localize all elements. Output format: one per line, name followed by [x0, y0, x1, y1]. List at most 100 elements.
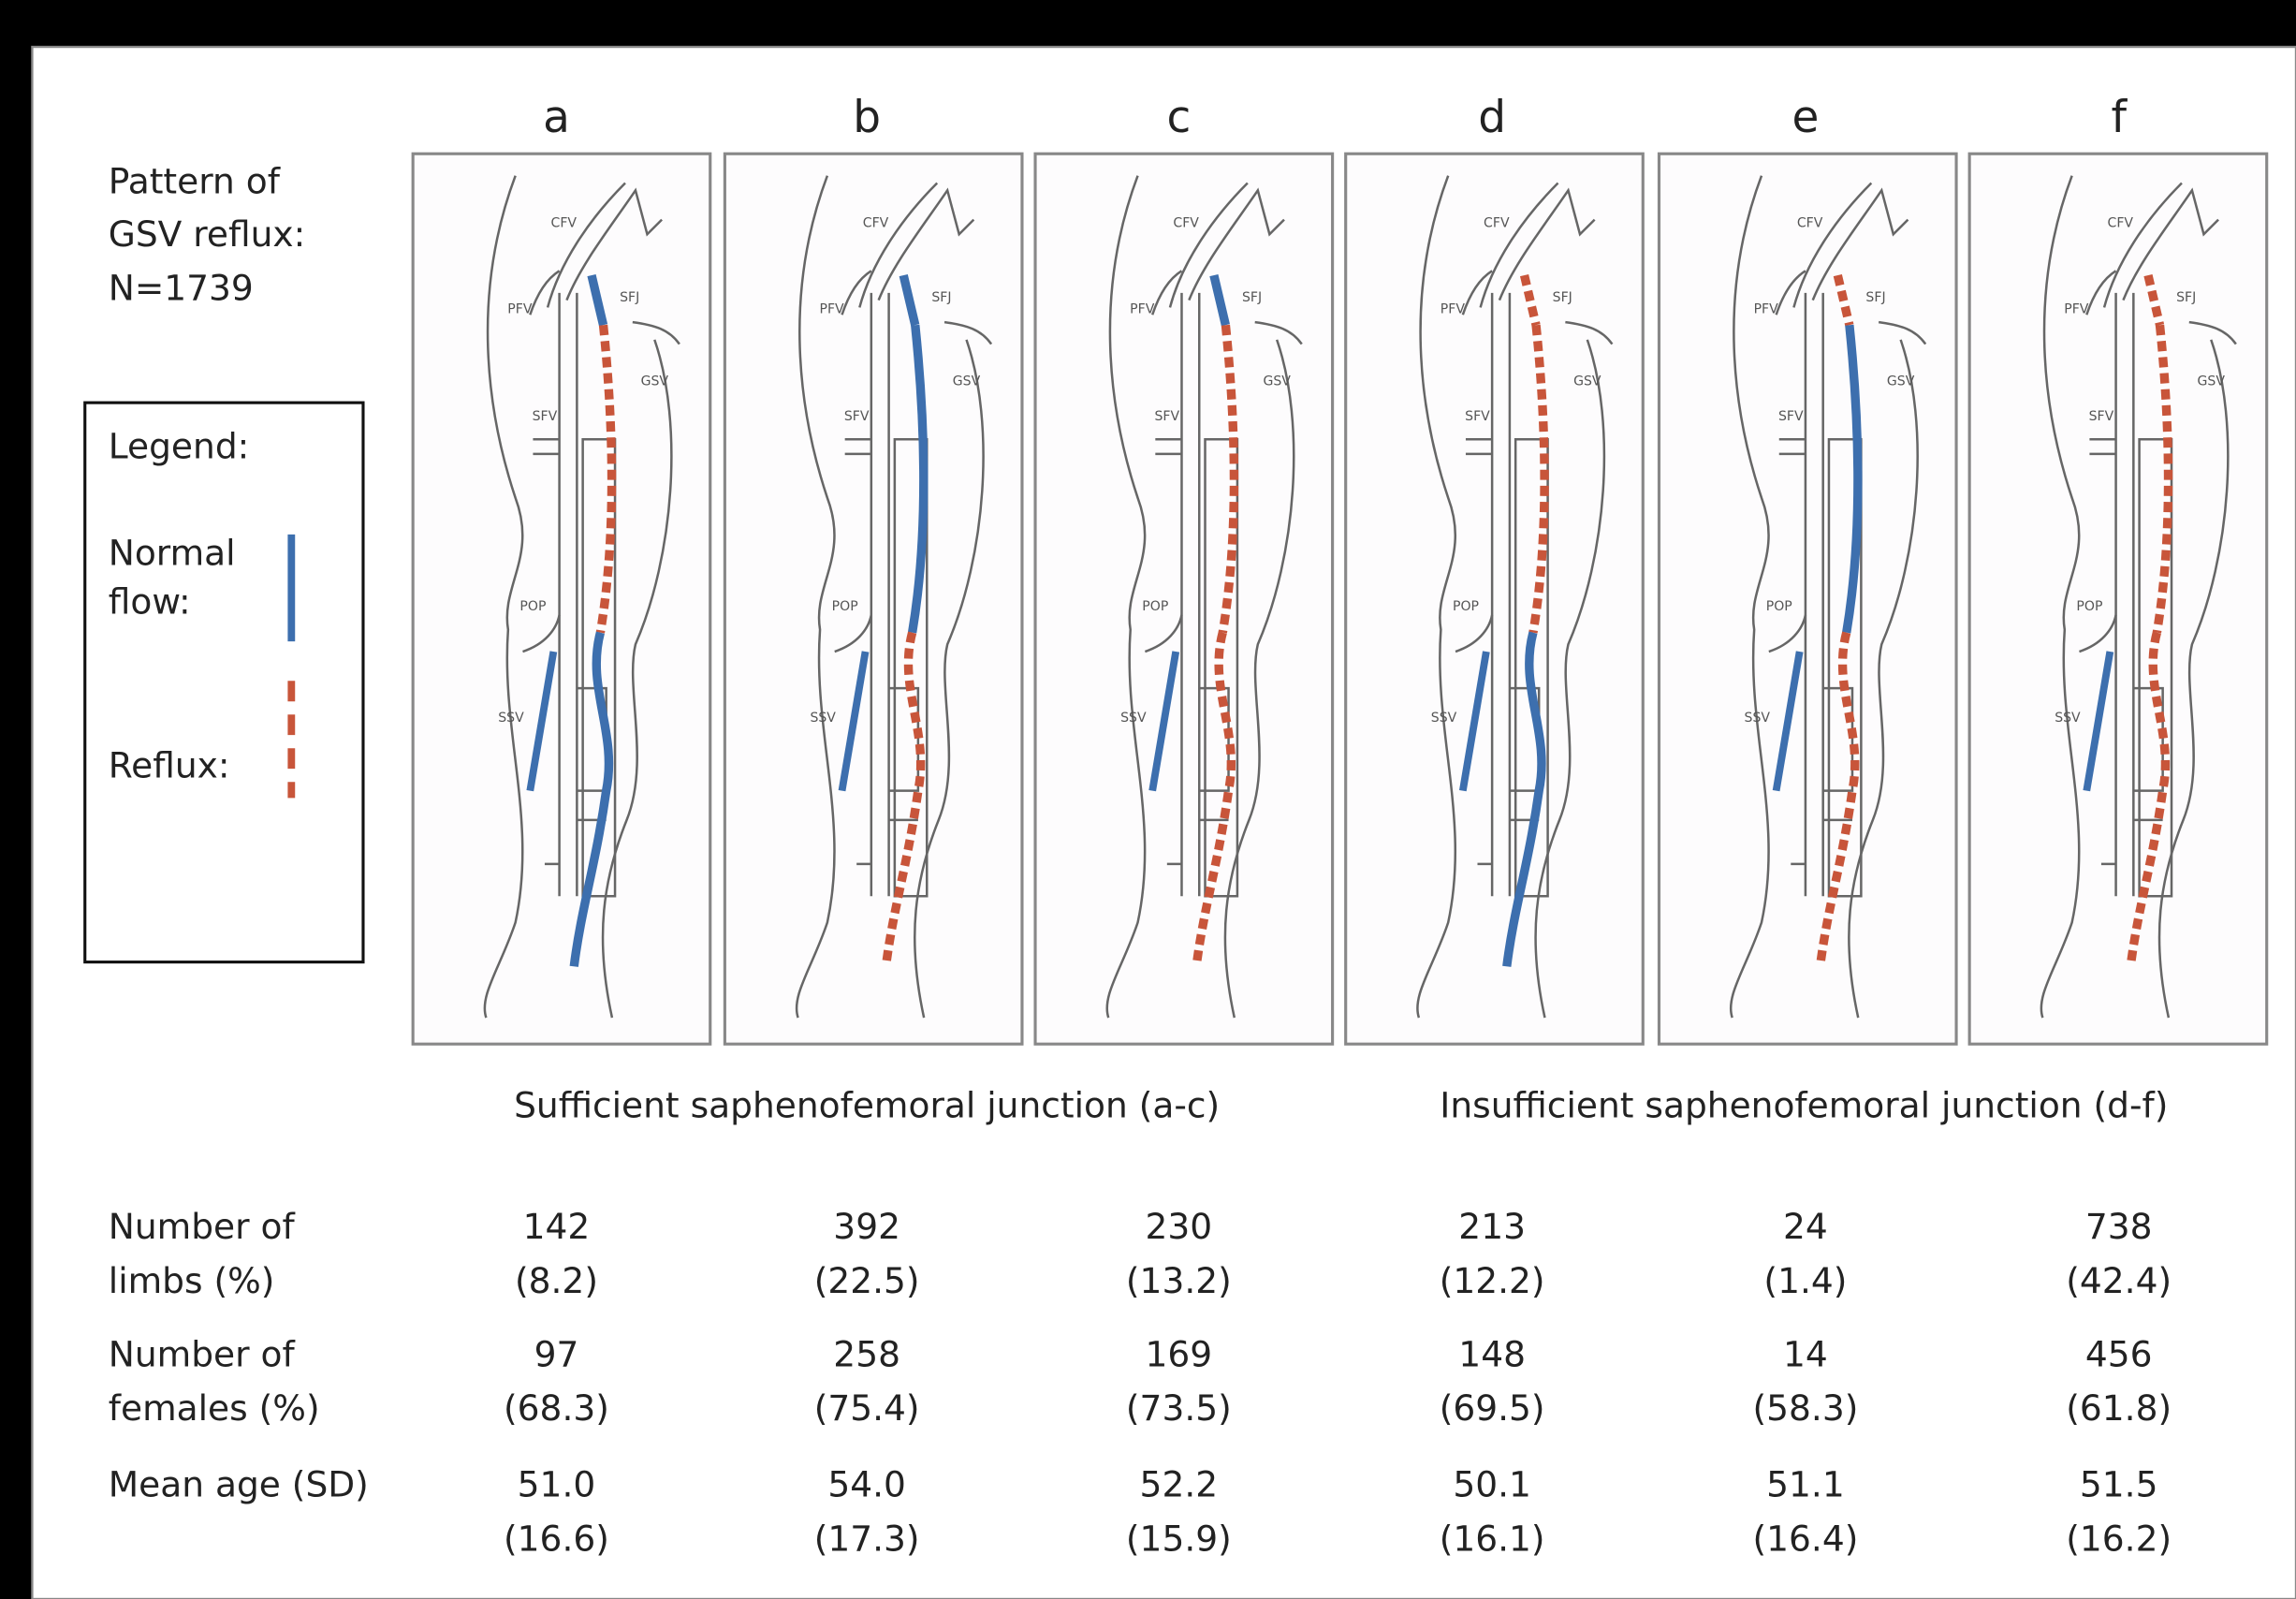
- vein-label: SFV: [1778, 409, 1804, 424]
- vein-label: GSV: [1573, 374, 1601, 389]
- side-title: GSV reflux:: [109, 213, 306, 255]
- table-cell: (12.2): [1440, 1260, 1545, 1301]
- vein-label: SSV: [810, 711, 836, 726]
- table-cell: (1.4): [1763, 1260, 1847, 1301]
- table-cell: (69.5): [1440, 1387, 1545, 1429]
- legend-reflux: Reflux:: [109, 745, 230, 786]
- leg-panel: CFV PFV SFJ GSV SFV POP SSV: [724, 154, 1022, 1044]
- side-title: N=1739: [109, 268, 254, 309]
- vein-label: CFV: [1797, 215, 1823, 230]
- vein-label: POP: [832, 599, 858, 614]
- table-cell: 50.1: [1453, 1464, 1531, 1505]
- table-cell: 97: [534, 1333, 579, 1374]
- legend-normal: Normal: [109, 533, 236, 574]
- vein-label: SFV: [533, 409, 558, 424]
- panel-letter: a: [543, 92, 570, 143]
- vein-label: SFV: [844, 409, 870, 424]
- table-cell: 213: [1458, 1206, 1526, 1247]
- vein-label: PFV: [2064, 302, 2089, 317]
- panel-letter: b: [853, 92, 881, 143]
- row-label: Mean age (SD): [109, 1464, 369, 1505]
- vein-label: CFV: [551, 215, 578, 230]
- row-label: Number of: [109, 1206, 296, 1247]
- table-cell: 142: [523, 1206, 591, 1247]
- table-cell: (22.5): [814, 1260, 920, 1301]
- leg-panel: CFVPFVSFJGSVSFVPOPSSV: [413, 154, 710, 1044]
- panel-letter: c: [1166, 92, 1191, 143]
- table-cell: 738: [2085, 1206, 2153, 1247]
- vein-label: SFJ: [1865, 290, 1885, 305]
- table-cell: 148: [1458, 1333, 1526, 1374]
- vein-label: CFV: [863, 215, 889, 230]
- vein-label: POP: [1766, 599, 1792, 614]
- row-label: limbs (%): [109, 1260, 275, 1301]
- table-cell: 54.0: [827, 1464, 906, 1505]
- vein-label: POP: [1453, 599, 1479, 614]
- table-cell: (13.2): [1126, 1260, 1232, 1301]
- table-cell: 51.1: [1766, 1464, 1845, 1505]
- group-label: Insufficient saphenofemoral junction (d-…: [1440, 1084, 2168, 1125]
- table-cell: 392: [833, 1206, 900, 1247]
- vein-label: SSV: [2055, 711, 2081, 726]
- legend-normal: flow:: [109, 580, 191, 622]
- vein-label: GSV: [1263, 374, 1291, 389]
- vein-label: CFV: [1173, 215, 1199, 230]
- table-cell: 230: [1146, 1206, 1213, 1247]
- row-label: Number of: [109, 1333, 296, 1374]
- table-cell: (73.5): [1126, 1387, 1232, 1429]
- leg-panel: CFVPFVSFJGSVSFVPOPSSV: [1969, 154, 2267, 1044]
- table-cell: (16.2): [2066, 1518, 2172, 1559]
- vein-label: SFV: [1465, 409, 1490, 424]
- panel-box: [1659, 154, 1956, 1044]
- vein-label: SFJ: [1553, 290, 1572, 305]
- table-cell: 456: [2085, 1333, 2153, 1374]
- table-cell: (8.2): [515, 1260, 598, 1301]
- vein-label: SFJ: [931, 290, 951, 305]
- vein-label: GSV: [953, 374, 981, 389]
- vein-label: GSV: [2198, 374, 2226, 389]
- table-cell: (68.3): [504, 1387, 609, 1429]
- panel-box: [1346, 154, 1644, 1044]
- legend-title: Legend:: [109, 426, 250, 467]
- vein-label: GSV: [641, 374, 669, 389]
- panel-box: [413, 154, 710, 1044]
- vein-label: SSV: [1120, 711, 1147, 726]
- vein-label: CFV: [1484, 215, 1510, 230]
- table-cell: 258: [833, 1333, 900, 1374]
- vein-label: PFV: [507, 302, 533, 317]
- vein-label: PFV: [1754, 302, 1779, 317]
- vein-label: SFV: [1155, 409, 1180, 424]
- table-cell: 24: [1783, 1206, 1828, 1247]
- table-cell: (15.9): [1126, 1518, 1232, 1559]
- panel-box: [724, 154, 1022, 1044]
- leg-panel: CFVPFVSFJGSVSFVPOPSSV: [1659, 154, 1956, 1044]
- vein-label: PFV: [1440, 302, 1466, 317]
- table-cell: (17.3): [814, 1518, 920, 1559]
- row-label: females (%): [109, 1387, 320, 1429]
- table-cell: (16.6): [504, 1518, 609, 1559]
- panel-box: [1969, 154, 2267, 1044]
- panel-letter: f: [2111, 92, 2128, 143]
- leg-panel: CFV PFV SFJ GSV SFV POP SSV: [1035, 154, 1333, 1044]
- panel-box: [1035, 154, 1333, 1044]
- table-cell: 169: [1146, 1333, 1213, 1374]
- vein-label: SFJ: [2176, 290, 2196, 305]
- vein-label: POP: [1142, 599, 1168, 614]
- leg-panel: CFV PFV SFJ GSV SFV POP SSV: [1346, 154, 1644, 1044]
- vein-label: PFV: [1130, 302, 1155, 317]
- vein-label: PFV: [819, 302, 844, 317]
- vein-label: SSV: [1745, 711, 1771, 726]
- panel-letter: e: [1791, 92, 1819, 143]
- table-cell: (75.4): [814, 1387, 920, 1429]
- table-cell: (58.3): [1752, 1387, 1858, 1429]
- table-cell: (42.4): [2066, 1260, 2172, 1301]
- vein-label: SSV: [1431, 711, 1457, 726]
- table-cell: (16.1): [1440, 1518, 1545, 1559]
- group-label: Sufficient saphenofemoral junction (a-c): [514, 1084, 1220, 1125]
- table-cell: 52.2: [1140, 1464, 1219, 1505]
- vein-label: SFV: [2089, 409, 2114, 424]
- table-cell: 51.0: [518, 1464, 596, 1505]
- vein-label: SFJ: [1242, 290, 1262, 305]
- table-cell: (16.4): [1752, 1518, 1858, 1559]
- table-cell: 51.5: [2080, 1464, 2158, 1505]
